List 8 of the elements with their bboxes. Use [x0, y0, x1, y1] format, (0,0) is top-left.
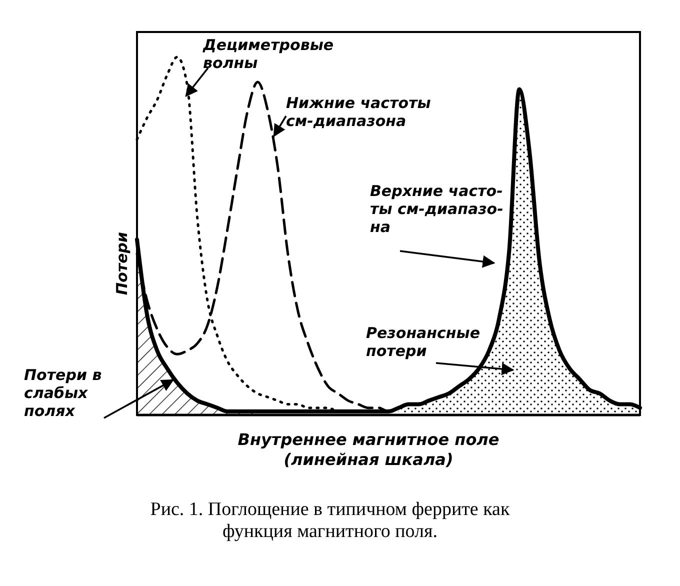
series-label: Нижние частоты см-диапазона [286, 94, 432, 130]
series-label: Резонансные потери [366, 324, 480, 360]
text: Потери в слабых полях [24, 366, 102, 420]
x-axis-title: Внутреннее магнитное поле (линейная шкала) [238, 430, 500, 469]
series-label: Верхние часто- ты см-диапазо- на [370, 182, 504, 236]
series-label: Дециметровые волны [202, 36, 334, 72]
text: Рис. 1. Поглощение в типичном феррите как функция магнитного поля. [150, 499, 510, 542]
y-axis-title: Потери [113, 232, 131, 295]
